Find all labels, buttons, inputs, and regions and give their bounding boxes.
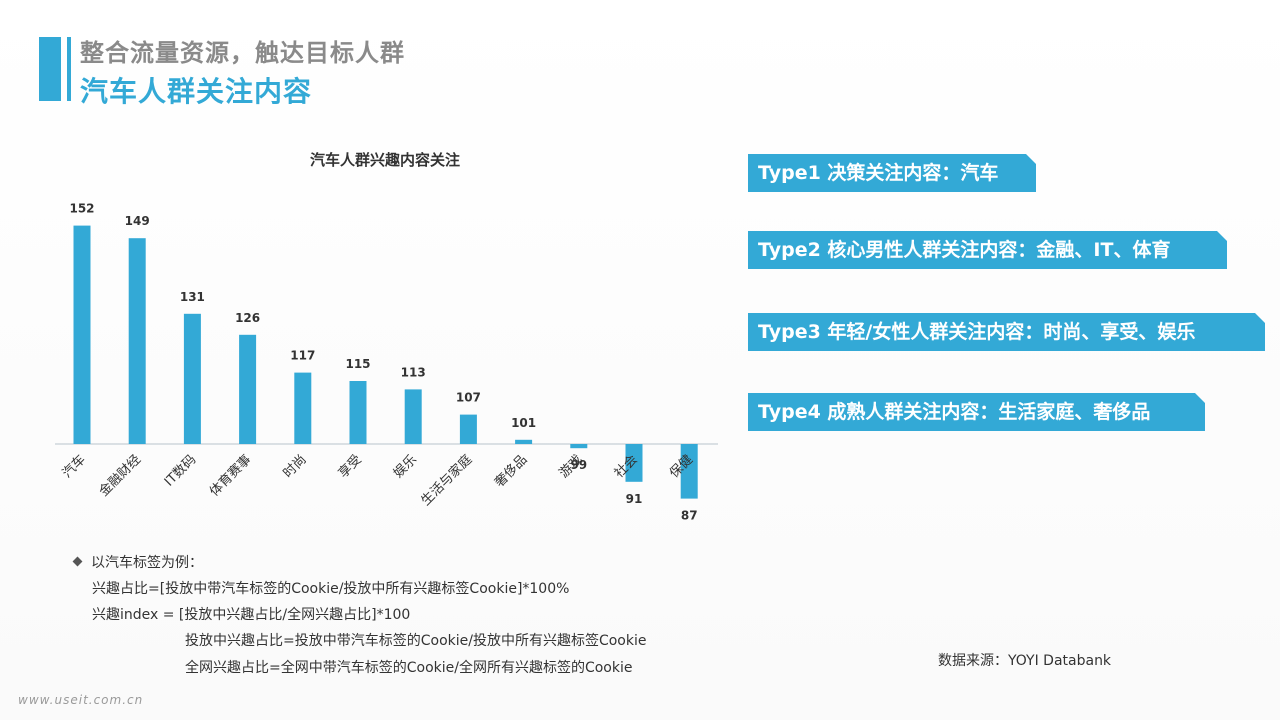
value-label-11: 91	[626, 492, 643, 506]
bar-10	[570, 444, 588, 449]
accent-bar-thin	[67, 37, 71, 101]
bar-5	[294, 372, 312, 444]
bar-2	[128, 238, 146, 444]
interest-bar-chart: 汽车人群兴趣内容关注 152 汽车 149 金融财经 131 IT数码 126 体育赛事 117…	[55, 151, 718, 523]
bar-7	[404, 389, 422, 444]
page-title: 汽车人群关注内容	[80, 75, 313, 108]
bar-6	[349, 381, 367, 444]
value-label-1: 152	[69, 202, 94, 216]
bar-8	[459, 414, 477, 444]
type-1-box: Type1 决策关注内容：汽车	[748, 154, 1036, 192]
category-label-8: 生活与家庭	[418, 452, 475, 509]
bar-1	[73, 225, 91, 444]
value-label-6: 115	[345, 357, 370, 371]
category-label-4: 体育赛事	[206, 452, 254, 500]
note-heading: 以汽车标签为例：	[72, 552, 203, 572]
chart-title: 汽车人群兴趣内容关注	[310, 151, 460, 169]
accent-bar-thick	[39, 37, 61, 101]
note-line-1: 兴趣占比=[投放中带汽车标签的Cookie/投放中所有兴趣标签Cookie]*1…	[92, 581, 570, 597]
value-label-2: 149	[125, 214, 150, 228]
chart-bars: 152 汽车 149 金融财经 131 IT数码 126 体育赛事 117 时尚 115 享受 113 娱…	[59, 202, 698, 523]
note-line-4: 全网兴趣占比=全网中带汽车标签的Cookie/全网所有兴趣标签的Cookie	[185, 660, 633, 676]
bar-11	[625, 444, 643, 482]
value-label-7: 113	[401, 365, 426, 379]
category-label-10: 游戏	[557, 452, 586, 481]
bar-9	[515, 439, 533, 444]
value-label-10: 99	[570, 458, 587, 472]
type-4-box: Type4 成熟人群关注内容：生活家庭、奢侈品	[748, 393, 1205, 431]
category-label-3: IT数码	[162, 452, 199, 489]
data-source: 数据来源：YOYI Databank	[938, 653, 1112, 669]
type-2-box: Type2 核心男性人群关注内容：金融、IT、体育	[748, 231, 1227, 269]
category-label-6: 享受	[335, 452, 365, 482]
category-label-1: 汽车	[59, 452, 89, 482]
note-heading-text: 以汽车标签为例：	[91, 555, 203, 571]
value-label-5: 117	[290, 349, 315, 363]
page-subtitle: 整合流量资源，触达目标人群	[80, 39, 405, 67]
bar-4	[239, 334, 257, 444]
category-label-2: 金融财经	[96, 452, 144, 500]
bullet-diamond-icon	[72, 556, 83, 567]
value-label-12: 87	[681, 509, 698, 523]
category-label-9: 奢侈品	[492, 452, 530, 490]
watermark: www.useit.com.cn	[18, 693, 144, 707]
note-line-2: 兴趣index = [投放中兴趣占比/全网兴趣占比]*100	[92, 607, 411, 623]
category-label-5: 时尚	[281, 452, 310, 481]
value-label-8: 107	[456, 391, 481, 405]
note-line-3: 投放中兴趣占比=投放中带汽车标签的Cookie/投放中所有兴趣标签Cookie	[185, 633, 647, 649]
value-label-3: 131	[180, 290, 205, 304]
bar-12	[680, 444, 698, 499]
value-label-9: 101	[511, 416, 536, 430]
bar-3	[183, 313, 201, 444]
value-label-4: 126	[235, 311, 260, 325]
category-label-7: 娱乐	[391, 452, 420, 481]
type-3-box: Type3 年轻/女性人群关注内容：时尚、享受、娱乐	[748, 313, 1265, 351]
